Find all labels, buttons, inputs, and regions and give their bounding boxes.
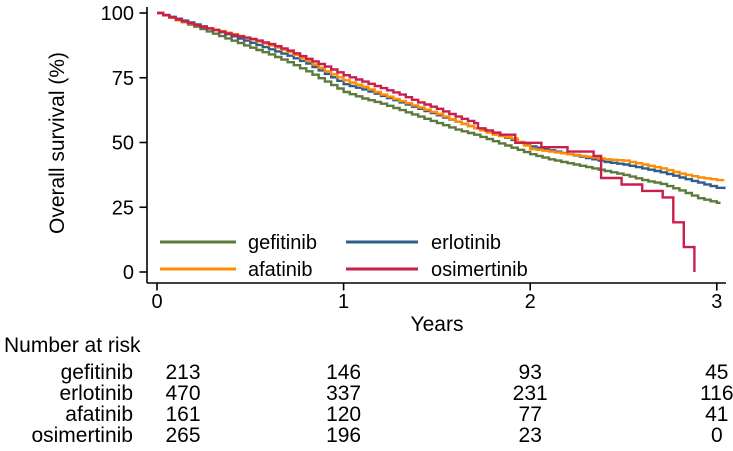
legend-label-erlotinib: erlotinib bbox=[431, 232, 501, 254]
risk-value-erlotinib-t1: 337 bbox=[326, 382, 361, 405]
legend-label-osimertinib: osimertinib bbox=[431, 259, 528, 281]
legend: gefitinib erlotinib afatinib osimertinib bbox=[160, 232, 528, 281]
risk-value-gefitinib-t3: 45 bbox=[705, 361, 728, 384]
legend-label-afatinib: afatinib bbox=[248, 259, 313, 281]
risk-value-gefitinib-t2: 93 bbox=[519, 361, 542, 384]
risk-value-osimertinib-t0: 265 bbox=[165, 424, 200, 447]
y-tick-label: 25 bbox=[112, 197, 134, 219]
risk-value-afatinib-t3: 41 bbox=[705, 403, 728, 426]
risk-value-osimertinib-t3: 0 bbox=[711, 424, 723, 447]
risk-value-afatinib-t1: 120 bbox=[326, 403, 361, 426]
legend-label-gefitinib: gefitinib bbox=[248, 232, 317, 254]
risk-value-erlotinib-t2: 231 bbox=[513, 382, 548, 405]
x-axis-title: Years bbox=[411, 313, 464, 336]
risk-row-label-erlotinib: erlotinib bbox=[59, 382, 133, 405]
x-tick-label: 1 bbox=[338, 291, 349, 313]
x-tick-label: 3 bbox=[711, 291, 722, 313]
y-tick-label: 75 bbox=[112, 68, 134, 90]
number-at-risk-table: Number at risk gefitinib 213 146 93 45 erloti… bbox=[4, 334, 733, 447]
risk-value-erlotinib-t3: 116 bbox=[700, 382, 733, 405]
risk-row-label-osimertinib: osimertinib bbox=[31, 424, 133, 447]
y-axis-ticks: 0 25 50 75 100 bbox=[101, 3, 147, 284]
risk-value-afatinib-t0: 161 bbox=[165, 403, 200, 426]
y-tick-label: 50 bbox=[112, 133, 134, 155]
risk-row-label-gefitinib: gefitinib bbox=[61, 361, 133, 384]
risk-row-label-afatinib: afatinib bbox=[65, 403, 133, 426]
x-tick-label: 2 bbox=[525, 291, 536, 313]
y-tick-label: 0 bbox=[123, 262, 134, 284]
x-axis-ticks: 0 1 2 3 bbox=[151, 283, 722, 313]
risk-value-gefitinib-t0: 213 bbox=[165, 361, 200, 384]
y-tick-label: 100 bbox=[101, 3, 134, 25]
risk-value-osimertinib-t1: 196 bbox=[326, 424, 361, 447]
series-line-gefitinib bbox=[157, 11, 721, 204]
risk-table-title: Number at risk bbox=[4, 334, 141, 357]
risk-value-erlotinib-t0: 470 bbox=[165, 382, 200, 405]
risk-value-afatinib-t2: 77 bbox=[519, 403, 542, 426]
risk-value-osimertinib-t2: 23 bbox=[519, 424, 542, 447]
series-line-osimertinib bbox=[157, 11, 696, 272]
risk-value-gefitinib-t1: 146 bbox=[326, 361, 361, 384]
x-tick-label: 0 bbox=[151, 291, 162, 313]
y-axis-title: Overall survival (%) bbox=[46, 52, 69, 234]
survival-curves bbox=[157, 11, 726, 272]
